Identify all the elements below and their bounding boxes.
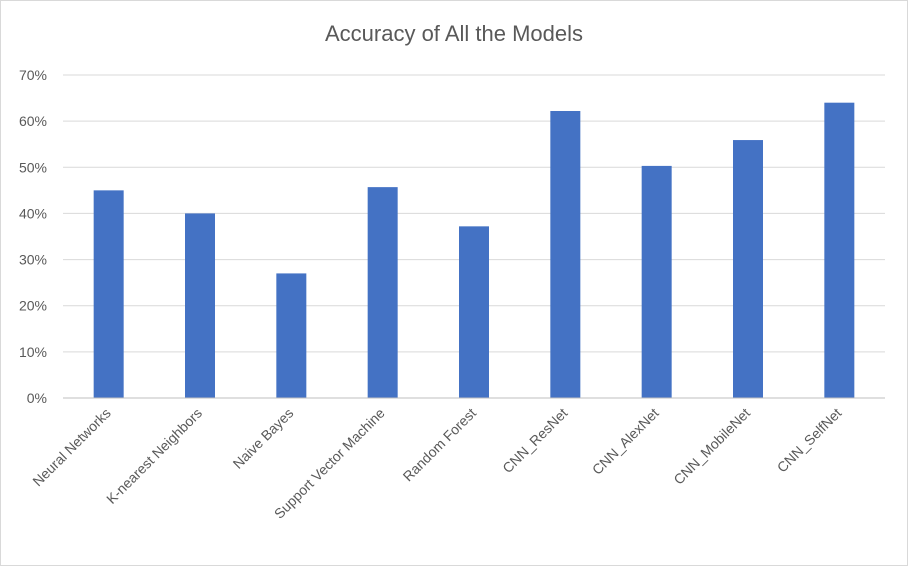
x-category-label: CNN_SelfNet [774,405,845,476]
bar [93,190,124,398]
x-category-label: Random Forest [400,405,480,485]
x-category-label: Neural Networks [29,405,113,489]
bar [276,273,307,398]
bars [93,102,855,399]
y-tick-label: 70% [19,67,47,83]
x-category-label: Naive Bayes [230,405,297,472]
y-tick-label: 60% [19,113,47,129]
bar [459,226,489,398]
x-category-label: CNN_ResNet [499,405,570,476]
x-category-label: CNN_AlexNet [589,405,662,478]
bar [367,187,398,398]
x-category-label: CNN_MobileNet [670,405,753,488]
bar [641,165,672,398]
y-tick-label: 30% [19,252,47,268]
bar [550,110,581,399]
y-tick-label: 10% [19,344,47,360]
y-tick-label: 20% [19,298,47,314]
y-tick-label: 40% [19,205,47,221]
bar [185,213,215,398]
x-category-label: K-nearest Neighbors [103,405,205,507]
y-axis-tick-labels: 0% 10% 20% 30% 40% 50% 60% 70% [19,67,47,406]
bar [733,140,763,398]
bar [824,102,855,398]
chart-title: Accuracy of All the Models [325,21,583,46]
y-tick-label: 50% [19,159,47,175]
y-tick-label: 0% [27,390,47,406]
